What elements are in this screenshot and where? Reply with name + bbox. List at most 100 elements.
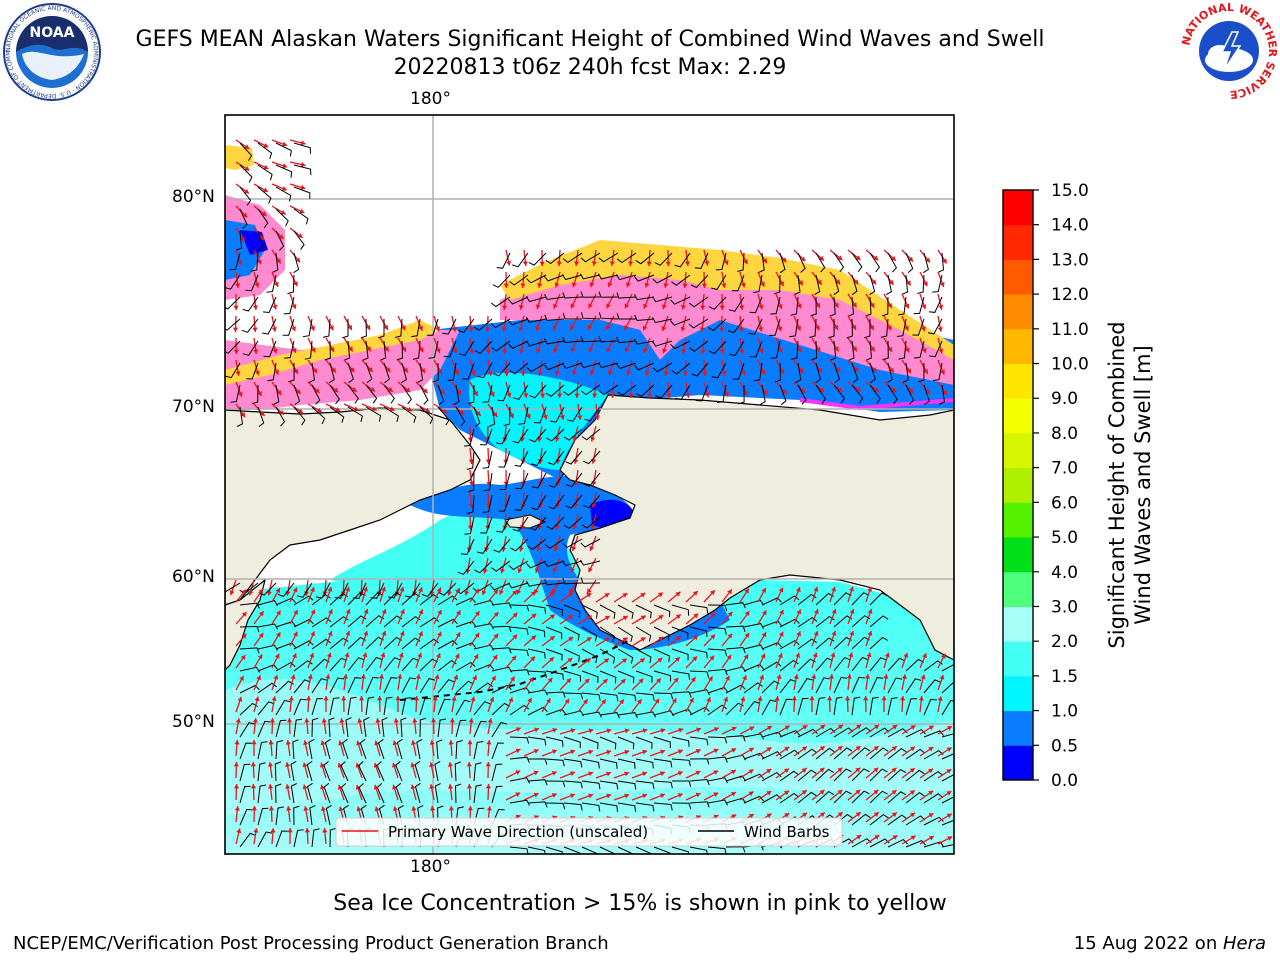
wave-arrow-head bbox=[801, 746, 807, 752]
wave-arrow-head bbox=[403, 367, 408, 373]
wind-barb bbox=[671, 802, 692, 810]
wind-barb bbox=[383, 696, 393, 716]
wave-arrow-head bbox=[345, 586, 350, 592]
colorbar-segment bbox=[1003, 259, 1033, 295]
colorbar-tick-label: 15.0 bbox=[1051, 181, 1089, 201]
wave-arrow-head bbox=[338, 740, 344, 746]
wave-arrow-head bbox=[549, 592, 555, 597]
wind-barb bbox=[460, 538, 475, 556]
wind-barb bbox=[455, 597, 476, 606]
wave-arrow-head bbox=[244, 166, 250, 171]
wave-arrow-head bbox=[662, 348, 668, 354]
wave-arrow-head bbox=[704, 392, 710, 398]
wind-barb bbox=[473, 720, 487, 738]
wave-arrow-head bbox=[451, 326, 457, 332]
wave-arrow-head bbox=[241, 612, 247, 617]
wind-barb bbox=[347, 592, 366, 606]
wave-arrow-head bbox=[731, 814, 737, 819]
wave-arrow-head bbox=[437, 368, 442, 374]
wave-arrow-head bbox=[345, 609, 351, 614]
wave-arrow-head bbox=[647, 393, 653, 398]
wind-barb bbox=[671, 758, 691, 767]
wind-barb bbox=[580, 538, 601, 548]
wind-barb bbox=[329, 657, 347, 672]
wind-barb bbox=[598, 336, 619, 343]
wave-arrow-head bbox=[922, 653, 927, 659]
wave-arrow-head bbox=[300, 162, 306, 168]
aleutian-islands bbox=[399, 639, 631, 701]
wind-barb bbox=[293, 698, 307, 716]
wave-arrow-head bbox=[474, 632, 480, 638]
wind-barb bbox=[263, 296, 277, 314]
wave-arrow-head bbox=[610, 393, 616, 398]
wave-arrow-head bbox=[537, 283, 543, 288]
lon-label-top: 180° bbox=[410, 89, 451, 109]
wave-arrow-head bbox=[570, 771, 575, 777]
wind-barb bbox=[426, 318, 439, 336]
wind-barb bbox=[869, 790, 888, 804]
wind-barb bbox=[343, 340, 351, 361]
wind-barb bbox=[797, 748, 817, 760]
wave-arrow-head bbox=[487, 371, 493, 376]
wave-arrow-head bbox=[689, 697, 694, 703]
wind-barb bbox=[581, 802, 601, 812]
wave-arrow-head bbox=[515, 814, 521, 820]
wave-and-wind-vectors bbox=[225, 139, 954, 854]
wind-barb bbox=[617, 692, 637, 702]
colorbar-segment bbox=[1003, 641, 1033, 677]
wave-arrow-head bbox=[837, 789, 843, 795]
wind-barb bbox=[815, 747, 835, 760]
wind-barb bbox=[869, 252, 881, 273]
wave-arrow-head bbox=[559, 415, 565, 420]
wind-barb bbox=[869, 747, 889, 760]
wave-arrow-head bbox=[341, 696, 347, 701]
wind-barb bbox=[851, 813, 871, 826]
wind-barb bbox=[869, 696, 879, 716]
wave-arrow-head bbox=[519, 348, 525, 354]
wave-arrow-head bbox=[523, 393, 529, 398]
wave-arrow-head bbox=[923, 369, 928, 374]
wind-barb bbox=[416, 738, 423, 760]
wave-arrow-head bbox=[241, 633, 247, 639]
wave-arrow-head bbox=[624, 793, 630, 799]
wave-arrow-head bbox=[293, 368, 298, 374]
wind-barb bbox=[599, 846, 616, 854]
wind-barb bbox=[707, 686, 729, 694]
wind-barb bbox=[491, 702, 510, 716]
wind-barb bbox=[865, 340, 873, 361]
wave-arrow-head bbox=[512, 590, 517, 596]
wave-arrow-head bbox=[572, 524, 578, 530]
wave-arrow-head bbox=[549, 614, 555, 620]
wind-barb bbox=[617, 648, 634, 664]
wave-arrow-head bbox=[658, 636, 664, 642]
wind-barb bbox=[545, 626, 563, 640]
wave-arrow-head bbox=[468, 503, 474, 508]
wind-barb bbox=[503, 406, 511, 427]
wind-barb bbox=[670, 340, 691, 350]
wave-arrow-head bbox=[574, 393, 580, 398]
wind-barb bbox=[293, 208, 309, 225]
map-legend: Primary Wave Direction (unscaled) Wind B… bbox=[335, 817, 843, 847]
wave-arrow-head bbox=[418, 325, 423, 331]
generation-date: 15 Aug 2022 on Hera bbox=[1074, 933, 1266, 954]
wave-arrow-head bbox=[233, 349, 239, 354]
wave-arrow-head bbox=[310, 325, 315, 331]
wave-arrow-head bbox=[923, 281, 928, 287]
wave-arrow-head bbox=[392, 806, 398, 812]
wave-arrow-head bbox=[512, 634, 518, 640]
wind-barb bbox=[514, 494, 529, 511]
wind-barb bbox=[434, 783, 441, 804]
wind-barb bbox=[599, 670, 617, 684]
wind-barb bbox=[376, 761, 385, 782]
wind-barb bbox=[235, 230, 243, 251]
map-area bbox=[225, 115, 954, 854]
wave-arrow-head bbox=[271, 696, 277, 701]
wind-barb bbox=[491, 763, 503, 782]
wind-barb bbox=[293, 679, 311, 694]
wind-barb bbox=[833, 252, 845, 273]
wind-barb bbox=[509, 756, 530, 763]
wave-arrow-head bbox=[855, 746, 861, 751]
wave-arrow-head bbox=[570, 728, 576, 734]
wind-barb bbox=[779, 252, 786, 274]
wave-arrow-head bbox=[761, 588, 766, 593]
